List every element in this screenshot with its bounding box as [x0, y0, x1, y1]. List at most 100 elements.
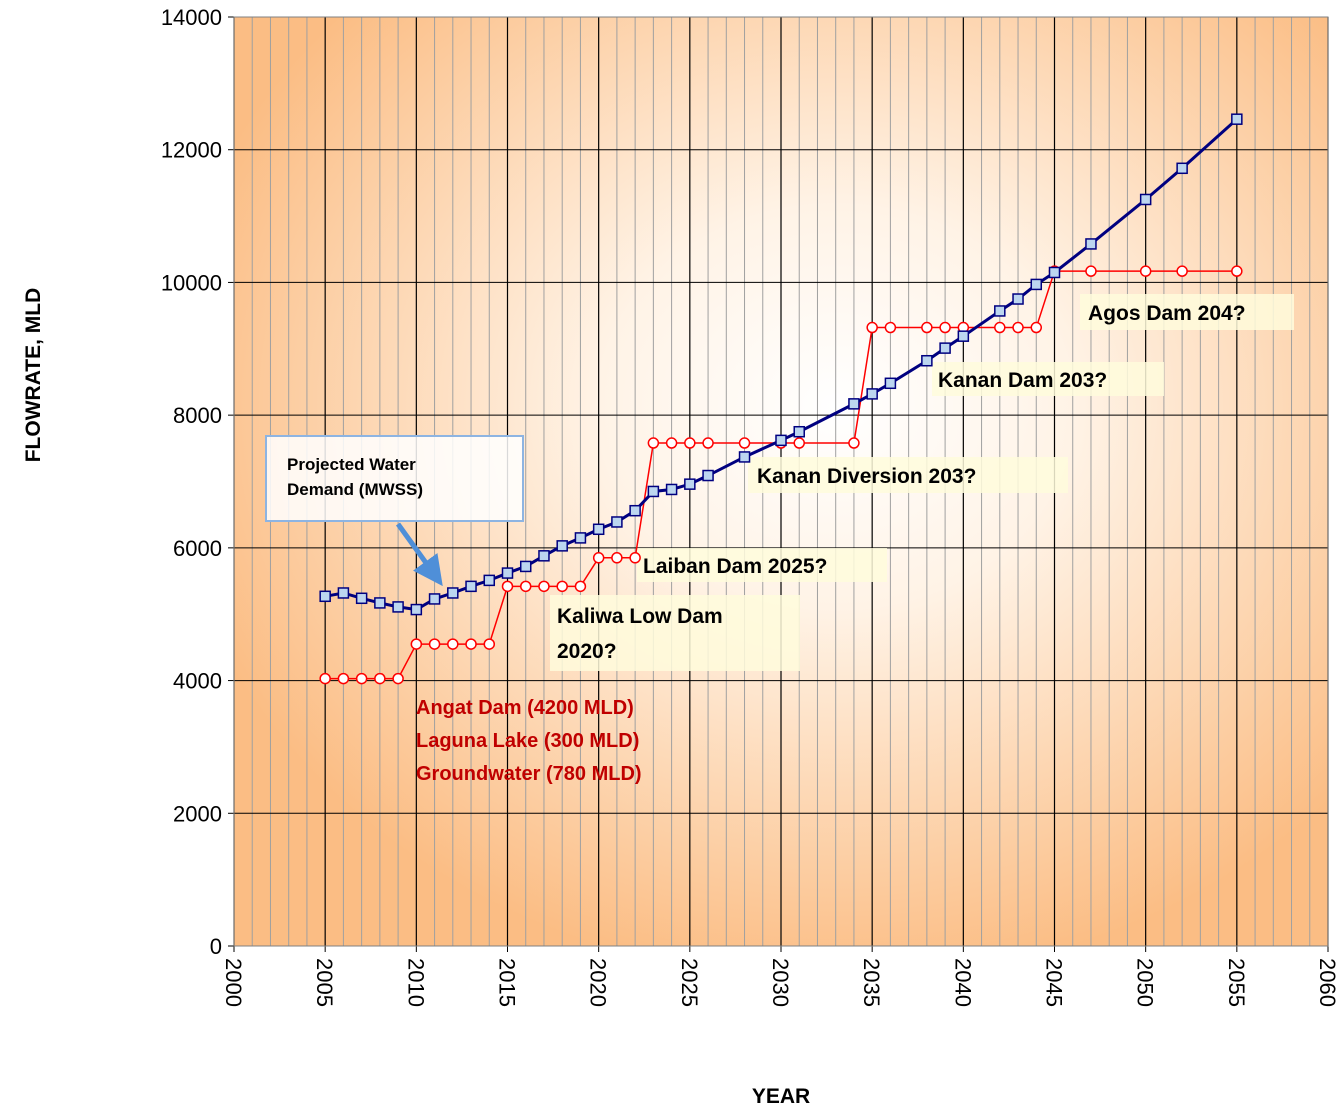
marker [884, 321, 897, 334]
marker [501, 567, 514, 579]
marker [410, 638, 423, 650]
x-tick-label: 2010 [403, 958, 428, 1007]
marker [392, 601, 404, 613]
marker [684, 437, 696, 449]
x-tick-label: 2020 [586, 958, 611, 1007]
annotation-text: Demand (MWSS) [287, 480, 423, 499]
marker [447, 587, 459, 599]
annotation-text: Groundwater (780 MLD) [416, 763, 642, 785]
marker [775, 434, 787, 447]
marker [592, 552, 605, 564]
marker [410, 603, 423, 616]
marker [629, 552, 641, 564]
marker [702, 437, 714, 449]
marker [465, 580, 477, 593]
x-tick-label: 2000 [221, 958, 246, 1007]
marker [884, 377, 897, 390]
y-tick-label: 12000 [161, 138, 222, 163]
x-tick-label: 2060 [1315, 958, 1340, 1007]
annotation-text: Laiban Dam 2025? [643, 555, 827, 578]
marker [374, 597, 386, 609]
marker [939, 321, 951, 334]
marker [1085, 265, 1097, 277]
annotation-box [748, 457, 1068, 493]
marker [921, 354, 933, 367]
x-tick-label: 2025 [677, 958, 702, 1007]
marker [647, 437, 660, 449]
marker [1139, 265, 1152, 277]
marker [428, 638, 441, 650]
y-tick-label: 14000 [161, 5, 222, 30]
marker [647, 485, 660, 498]
marker [574, 532, 587, 544]
marker [738, 451, 751, 463]
marker [793, 425, 805, 438]
marker [1048, 266, 1061, 279]
marker [611, 516, 623, 528]
marker [1231, 265, 1243, 277]
marker [738, 437, 751, 449]
marker [684, 478, 696, 490]
y-tick-label: 4000 [173, 669, 222, 694]
marker [939, 342, 951, 354]
x-tick-label: 2045 [1042, 958, 1067, 1007]
annotation-text: Agos Dam 204? [1088, 302, 1246, 325]
marker [319, 672, 331, 685]
marker [994, 305, 1006, 317]
marker [574, 580, 587, 593]
annotation: Agos Dam 204? [1080, 294, 1294, 330]
marker [538, 550, 550, 562]
annotation: Kaliwa Low Dam 2020? [550, 595, 800, 671]
marker [501, 580, 514, 593]
x-tick-label: 2040 [950, 958, 975, 1007]
annotation-box [550, 595, 800, 671]
marker [483, 574, 496, 587]
x-tick-label: 2050 [1133, 958, 1158, 1007]
x-tick-label: 2015 [495, 958, 520, 1007]
marker [848, 398, 860, 410]
annotation-arrow [395, 522, 443, 587]
marker [556, 540, 568, 552]
marker [337, 587, 350, 599]
marker [392, 672, 404, 685]
annotation-box [932, 362, 1164, 396]
annotation-text: Laguna Lake (300 MLD) [416, 730, 639, 752]
marker [866, 388, 878, 400]
marker [629, 504, 641, 517]
annotation: Laiban Dam 2025? [637, 548, 887, 582]
marker [1085, 238, 1097, 250]
marker [1139, 193, 1152, 206]
annotation: Kanan Dam 203? [932, 362, 1164, 396]
y-tick-label: 8000 [173, 403, 222, 428]
annotation-box [1080, 294, 1294, 330]
marker [447, 638, 459, 650]
x-tick-label: 2030 [768, 958, 793, 1007]
marker [519, 560, 532, 573]
y-axis-label: FLOWRATE, MLD [22, 288, 45, 463]
marker [793, 437, 805, 449]
marker [994, 321, 1006, 334]
y-tick-label: 2000 [173, 801, 222, 826]
annotation: Projected Water Demand (MWSS) [265, 435, 524, 522]
marker [1012, 321, 1024, 334]
marker [1176, 162, 1188, 175]
x-axis-label: YEAR [752, 1085, 810, 1108]
marker [319, 590, 331, 603]
y-tick-label: 0 [210, 934, 222, 959]
marker [355, 672, 368, 685]
marker [538, 580, 550, 593]
marker [519, 580, 532, 593]
marker [611, 552, 623, 564]
annotation-text: 2020? [557, 640, 617, 663]
marker [465, 638, 477, 650]
annotation: Angat Dam (4200 MLD) Laguna Lake (300 MLD… [416, 697, 642, 785]
marker [483, 638, 496, 650]
annotation-text: Kanan Dam 203? [938, 369, 1107, 392]
marker [848, 437, 860, 449]
x-tick-label: 2005 [312, 958, 337, 1007]
plot-border [233, 16, 1329, 947]
marker [1176, 265, 1188, 277]
marker [337, 672, 350, 685]
annotation-box [265, 435, 524, 522]
marker [1231, 113, 1243, 125]
